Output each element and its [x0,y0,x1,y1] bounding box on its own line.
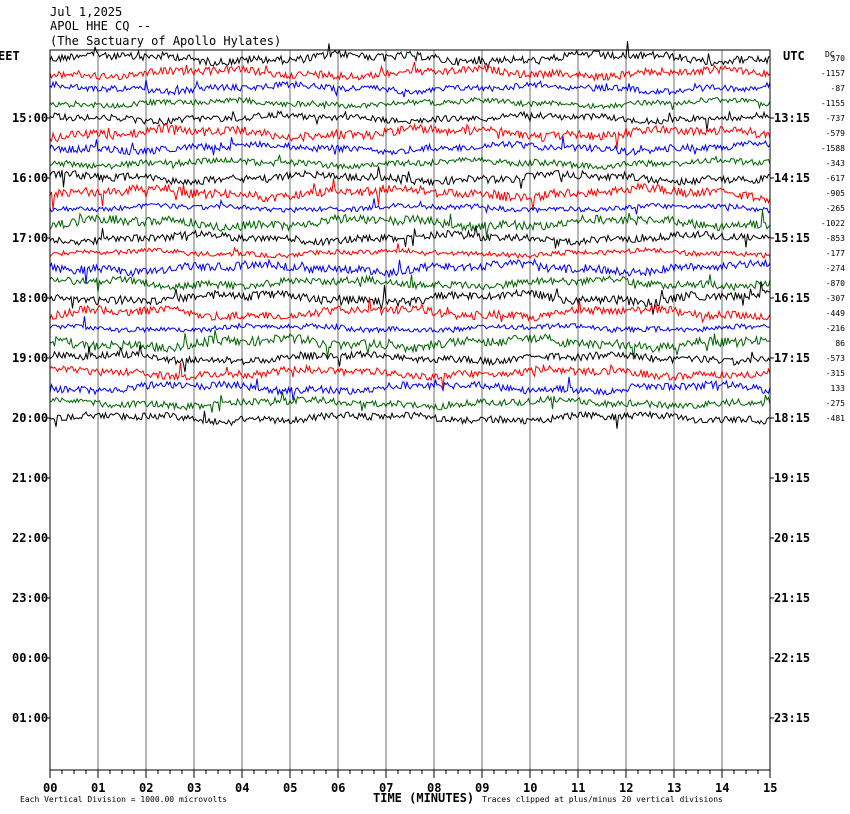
dc-offset-label: -216 [826,324,845,333]
dc-offset-label: 370 [831,54,846,63]
date-title: Jul 1,2025 [50,5,123,19]
x-tick-label: 01 [91,781,105,795]
seismic-trace [49,79,771,98]
dc-offset-label: -579 [826,129,845,138]
x-tick-label: 08 [427,781,441,795]
right-hour-label: 15:15 [774,231,810,245]
x-tick-label: 06 [331,781,345,795]
x-tick-label: 11 [571,781,585,795]
seismic-trace [49,178,771,211]
left-axis-label: EET [0,49,20,63]
plot-frame [49,49,771,771]
right-hour-label: 22:15 [774,651,810,665]
right-hour-label: 14:15 [774,171,810,185]
dc-offset-label: -481 [826,414,845,423]
seismic-trace [49,376,771,401]
dc-offset-label: -1155 [821,99,845,108]
left-hour-label: 17:00 [12,231,48,245]
left-hour-label: 21:00 [12,471,48,485]
dc-offset-label: -1022 [821,219,845,228]
right-hour-label: 17:15 [774,351,810,365]
x-tick-label: 13 [667,781,681,795]
seismic-trace [49,316,771,334]
dc-offset-label: -275 [826,399,845,408]
footer-left: Each Vertical Division = 1000.00 microvo… [20,795,227,804]
seismic-trace [49,281,771,315]
x-tick-label: 09 [475,781,489,795]
dc-offset-label: -307 [826,294,845,303]
dc-offset-label: -265 [826,204,845,213]
seismic-trace [49,362,771,388]
x-tick-label: 02 [139,781,153,795]
dc-offset-label: -853 [826,234,845,243]
x-tick-label: 14 [715,781,729,795]
left-hour-label: 19:00 [12,351,48,365]
dc-offset-label: -1157 [821,69,845,78]
left-hour-label: 15:00 [12,111,48,125]
x-tick-label: 03 [187,781,201,795]
right-hour-label: 20:15 [774,531,810,545]
left-hour-label: 23:00 [12,591,48,605]
left-hour-label: 01:00 [12,711,48,725]
dc-offset-label: 133 [831,384,846,393]
right-hour-label: 19:15 [774,471,810,485]
right-hour-label: 23:15 [774,711,810,725]
x-tick-label: 15 [763,781,777,795]
seismic-trace [49,96,771,110]
left-hour-label: 00:00 [12,651,48,665]
seismic-trace [49,110,771,132]
seismic-trace [49,166,771,189]
seismic-trace [49,40,771,71]
x-tick-label: 07 [379,781,393,795]
dc-offset-label: -274 [826,264,845,273]
dc-offset-label: -737 [826,114,845,123]
left-hour-label: 18:00 [12,291,48,305]
right-hour-label: 18:15 [774,411,810,425]
x-axis-title: TIME (MINUTES) [373,791,474,805]
dc-offset-label: -315 [826,369,845,378]
dc-label: DC [825,50,835,59]
seismic-trace [49,274,771,293]
station-title: APOL HHE CQ -- [50,19,152,33]
seismic-trace [50,154,771,171]
dc-offset-label: -87 [831,84,846,93]
dc-offset-label: -177 [826,249,845,258]
right-hour-label: 16:15 [774,291,810,305]
right-hour-label: 21:15 [774,591,810,605]
seismic-trace [49,296,771,324]
dc-offset-label: -343 [826,159,845,168]
x-tick-label: 05 [283,781,297,795]
dc-offset-label: 86 [835,339,845,348]
seismic-trace [49,257,771,285]
x-tick-label: 04 [235,781,249,795]
seismic-trace [49,61,771,82]
seismic-trace [49,198,771,215]
x-tick-label: 10 [523,781,537,795]
site-title: (The Sactuary of Apollo Hylates) [50,34,282,48]
right-hour-label: 13:15 [774,111,810,125]
dc-offset-label: -1588 [821,144,845,153]
footer-right: Traces clipped at plus/minus 20 vertical… [482,795,723,804]
dc-offset-label: -870 [826,279,845,288]
right-axis-label: UTC [783,49,805,63]
seismic-trace [49,209,771,238]
seismic-trace [49,344,771,373]
seismic-trace [49,329,771,360]
left-hour-label: 16:00 [12,171,48,185]
seismic-trace [49,136,771,157]
seismic-trace [49,391,771,413]
left-hour-label: 20:00 [12,411,48,425]
seismic-trace [49,226,771,249]
seismic-trace [49,410,771,429]
seismic-trace [49,122,771,149]
dc-offset-label: -905 [826,189,845,198]
dc-offset-label: -449 [826,309,845,318]
seismic-trace [49,243,771,259]
dc-offset-label: -617 [826,174,845,183]
left-hour-label: 22:00 [12,531,48,545]
dc-offset-label: -573 [826,354,845,363]
x-tick-label: 00 [43,781,57,795]
x-tick-label: 12 [619,781,633,795]
